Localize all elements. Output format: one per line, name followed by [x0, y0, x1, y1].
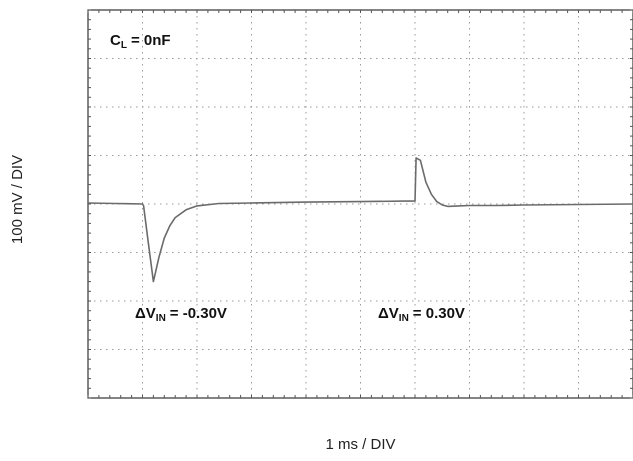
annotation-sub: IN [155, 313, 166, 324]
annotation-prefix: ΔV [378, 305, 399, 322]
waveform-trace [87, 157, 633, 283]
x-axis-label: 1 ms / DIV [325, 436, 396, 453]
annotation-value: = -0.30V [169, 305, 227, 322]
y-axis-label: 100 mV / DIV [0, 0, 36, 398]
trace-group [87, 157, 633, 283]
legend-sub: L [120, 40, 127, 51]
annotation-prefix: ΔV [135, 305, 156, 322]
annotation-positive-step: ΔVIN = 0.30V [378, 305, 465, 324]
load-capacitance-label: CL = 0nF [110, 32, 171, 51]
annotation-negative-step: ΔVIN = -0.30V [135, 305, 227, 324]
annotation-value: = 0.30V [412, 305, 465, 322]
grid [87, 9, 633, 399]
legend-value: = 0nF [130, 32, 171, 49]
legend-prefix: C [110, 32, 121, 49]
y-axis-label-text: 100 mV / DIV [9, 154, 27, 244]
annotation-sub: IN [398, 313, 409, 324]
